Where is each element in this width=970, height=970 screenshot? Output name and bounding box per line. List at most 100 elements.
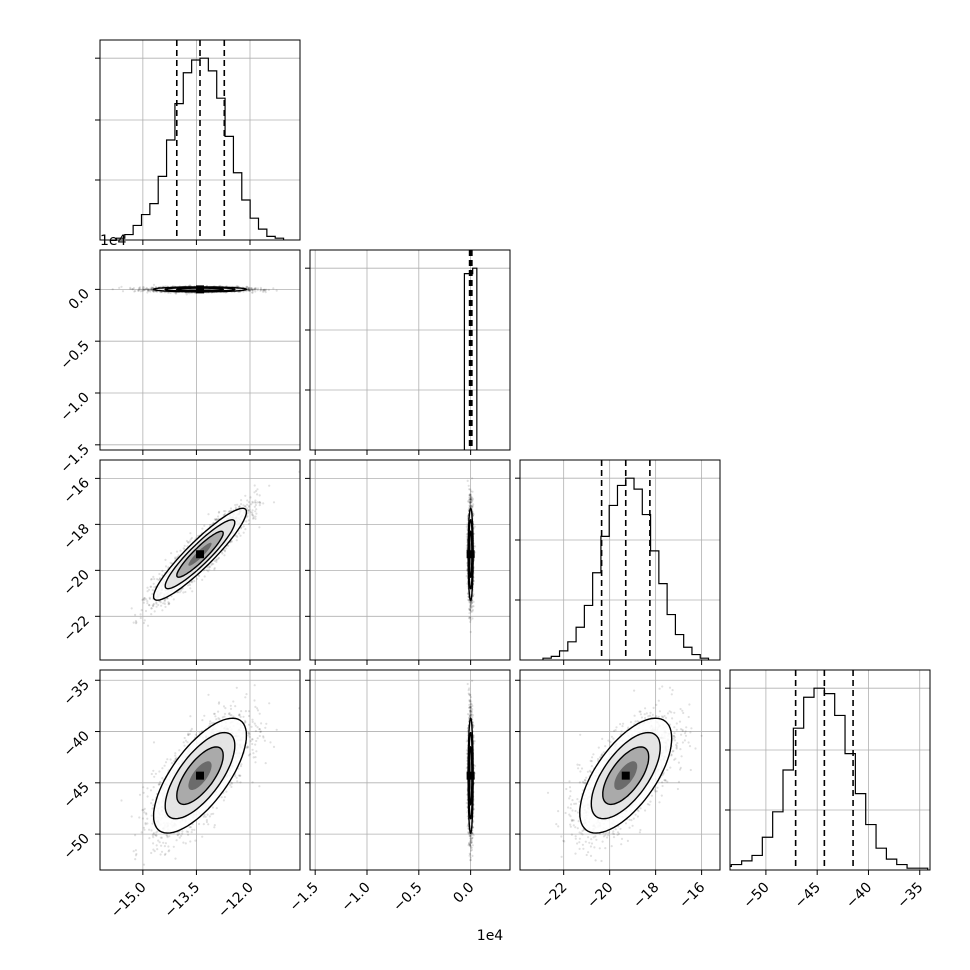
sample-point [247,286,250,289]
sample-point [249,510,252,514]
sample-point [213,518,216,521]
panel-1-1 [305,249,511,455]
sample-point [466,515,469,518]
sample-point [248,508,251,511]
sample-point [166,597,169,600]
sample-point [205,569,208,572]
sample-point [262,288,265,291]
sample-point [213,568,216,571]
sample-point [268,484,271,487]
sample-point [251,511,254,514]
sample-point [259,288,262,291]
sample-point [468,488,471,491]
sample-point [237,532,241,535]
sample-point [134,619,137,623]
sample-point [245,520,248,523]
sample-point [469,505,472,508]
sample-point [469,492,472,495]
sample-point [247,288,250,291]
sample-point [468,498,472,501]
sample-point [138,286,142,289]
sample-point [201,578,204,582]
sample-point [217,556,220,559]
y-tick-label: −16 [61,475,93,507]
histogram-0 [115,57,285,240]
sample-point [131,288,134,291]
sample-point [246,503,249,506]
sample-point [469,495,473,498]
sample-point [151,286,154,289]
sample-point [230,540,233,543]
sample-point [242,531,245,534]
sample-point [163,602,166,606]
sample-point [258,494,261,497]
sample-point [150,286,153,289]
sample-point [247,522,251,526]
sample-point [253,288,256,291]
sample-point [163,598,166,602]
sample-point [147,288,150,292]
sample-point [169,291,172,295]
sample-point [248,289,251,292]
sample-point [251,509,254,512]
sample-point [150,288,153,291]
sample-point [150,288,153,291]
sample-point [150,607,153,610]
sample-point [246,509,250,512]
sample-point [254,287,257,290]
sample-point [262,502,265,505]
sample-point [144,288,147,291]
sample-point [148,604,151,607]
sample-point [182,547,185,550]
sample-point [164,558,167,562]
sample-point [470,601,473,604]
sample-point [150,607,153,610]
sample-point [261,289,265,292]
sample-point [256,289,259,292]
panel-0-0 [95,39,301,245]
sample-point [145,598,148,601]
sample-point [469,609,472,612]
sample-point [141,289,144,292]
sample-point [469,502,472,505]
sample-point [254,287,257,290]
sample-point [148,287,151,290]
sample-point [227,544,230,548]
panel-content [465,477,477,634]
sample-point [154,285,157,288]
sample-point [242,504,245,507]
sample-point [198,574,201,578]
sample-point [188,540,191,543]
sample-point [141,288,144,291]
sample-point [151,604,154,607]
sample-point [167,566,170,569]
sample-point [133,290,136,293]
gridlines [100,250,300,450]
sample-point [151,592,154,596]
sample-point [469,496,472,499]
sample-point [208,568,211,571]
sample-point [245,290,248,293]
sample-point [215,518,218,521]
sample-point [221,552,224,555]
sample-point [142,289,145,292]
sample-point [263,288,266,291]
sample-point [210,564,213,567]
sample-point [138,287,141,290]
sample-point [191,581,194,584]
sample-point [469,504,472,507]
sample-point [175,550,179,553]
sample-point [213,559,216,563]
y-tick-label: −20 [61,567,93,599]
sample-point [254,503,257,507]
sample-point [129,287,132,290]
sample-point [245,507,248,510]
sample-point [150,287,153,290]
sample-point [466,598,470,601]
sample-point [258,504,261,507]
sample-point [208,565,211,569]
sample-point [142,286,145,289]
sample-point [137,289,140,292]
sample-point [469,606,472,609]
